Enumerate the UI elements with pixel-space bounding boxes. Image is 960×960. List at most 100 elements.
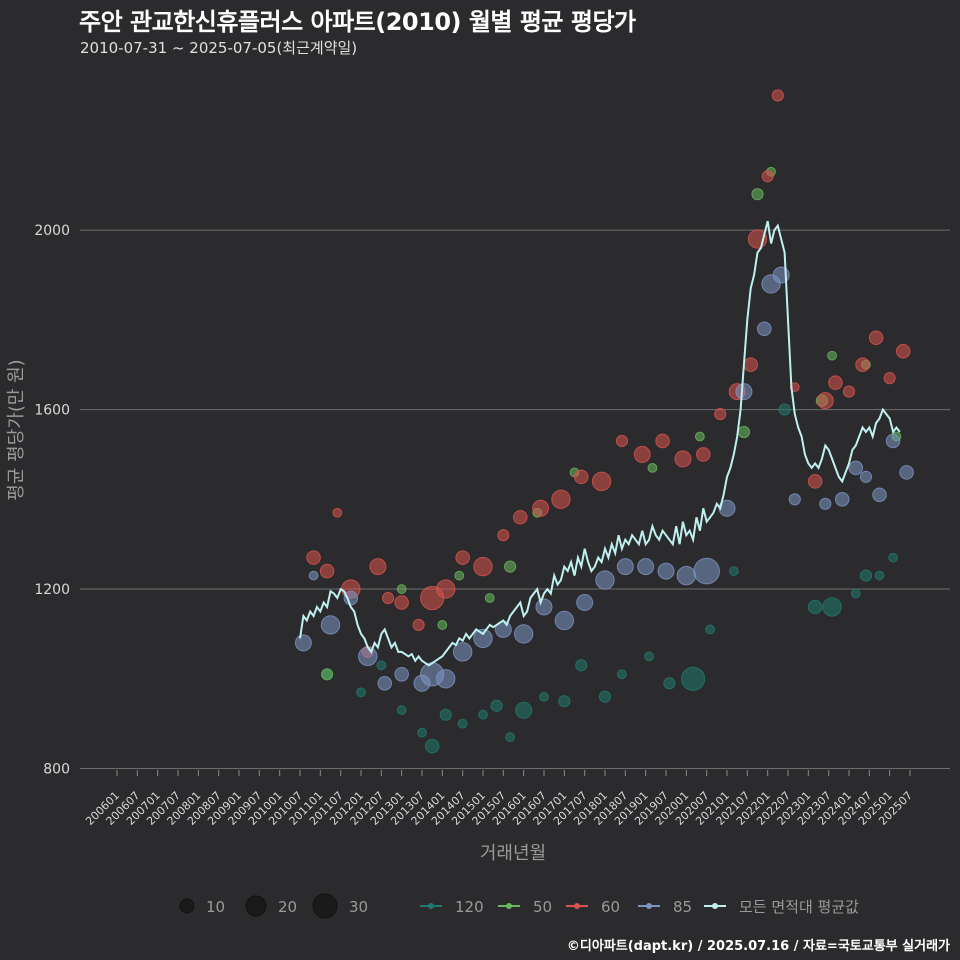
data-point-85 (693, 557, 720, 585)
data-point-60 (306, 550, 321, 565)
data-point-60 (497, 529, 510, 542)
data-point-60 (883, 372, 896, 385)
legend-series-label: 60 (601, 898, 620, 916)
data-point-60 (573, 469, 589, 485)
data-point-50 (396, 584, 407, 594)
data-point-120 (575, 659, 588, 672)
data-point-60 (412, 618, 425, 632)
data-point-50 (454, 570, 465, 581)
data-point-85 (859, 470, 873, 483)
data-point-60 (615, 434, 629, 448)
data-point-120 (778, 403, 791, 416)
legend-dot-모든 면적대 평균값 (712, 903, 718, 909)
data-point-120 (888, 552, 898, 563)
data-point-120 (457, 718, 468, 729)
data-point-50 (694, 431, 705, 442)
data-point-120 (705, 624, 715, 635)
data-point-120 (424, 738, 440, 754)
y-axis-ticks: 800 1200 1600 2000 (34, 223, 70, 777)
data-point-85 (676, 565, 697, 586)
data-point-50 (827, 350, 837, 361)
data-point-120 (807, 599, 823, 615)
data-point-50 (437, 620, 448, 630)
data-point-120 (515, 701, 533, 719)
legend-dot-120 (428, 903, 434, 909)
data-point-120 (728, 566, 739, 577)
data-point-50 (751, 188, 764, 201)
data-point-60 (695, 447, 711, 462)
data-point-60 (436, 579, 456, 599)
data-point-60 (714, 407, 727, 421)
chart-subtitle: 2010-07-31 ~ 2025-07-05(최근계약일) (80, 39, 358, 57)
x-axis-title: 거래년월 (480, 843, 546, 864)
data-point-120 (396, 705, 407, 716)
y-tick-label: 800 (43, 762, 70, 778)
data-point-120 (617, 669, 627, 680)
data-point-120 (850, 588, 861, 599)
data-point-50 (737, 425, 751, 439)
data-point-120 (663, 677, 676, 690)
data-point-120 (874, 570, 885, 581)
data-point-60 (473, 556, 493, 577)
data-point-85 (358, 646, 378, 667)
average-line (299, 220, 901, 667)
chart-title: 주안 관교한신휴플러스 아파트(2010) 월별 평균 평당가 (79, 8, 636, 36)
data-point-120 (644, 651, 654, 662)
data-point-60 (319, 563, 335, 579)
y-tick-label: 2000 (34, 223, 70, 239)
legend-size-label: 20 (278, 898, 297, 916)
data-point-85 (834, 492, 850, 507)
data-point-60 (633, 445, 651, 463)
data-point-120 (439, 708, 452, 721)
data-point-50 (484, 593, 495, 603)
data-point-60 (761, 170, 774, 183)
grid-lines (80, 229, 950, 770)
data-point-60 (828, 375, 843, 390)
data-point-60 (332, 507, 343, 518)
data-point-120 (859, 569, 873, 582)
legend-dot-50 (506, 903, 512, 909)
data-point-120 (598, 690, 612, 703)
data-point-85 (819, 497, 832, 510)
data-point-85 (294, 634, 312, 652)
data-point-85 (637, 558, 655, 576)
data-point-85 (657, 562, 675, 580)
average-line-group (299, 220, 901, 667)
data-point-50 (321, 668, 334, 681)
data-point-85 (872, 487, 887, 503)
data-point-50 (504, 560, 517, 573)
y-axis-title: 평균 평당가(만 원) (6, 359, 27, 500)
data-point-85 (394, 667, 409, 682)
data-point-120 (490, 699, 503, 712)
data-point-60 (512, 509, 528, 525)
data-point-85 (554, 610, 575, 631)
data-point-85 (377, 675, 393, 691)
legend-series-label: 85 (673, 898, 692, 916)
data-point-120 (539, 691, 549, 702)
data-point-85 (436, 669, 456, 689)
data-point-85 (513, 624, 534, 644)
data-point-85 (576, 594, 594, 612)
legend: 10 20 30 120 50 60 85 모든 면적대 평균값 (179, 893, 859, 919)
data-point-60 (855, 357, 870, 372)
data-point-120 (558, 695, 571, 708)
data-point-60 (743, 357, 759, 372)
data-point-85 (320, 615, 341, 635)
legend-series-label: 50 (533, 898, 552, 916)
data-point-120 (478, 709, 488, 720)
x-axis-ticks: 2006012006072007012007072008012008072009… (83, 770, 915, 828)
data-point-60 (394, 595, 409, 610)
data-point-85 (452, 642, 473, 662)
data-point-60 (674, 450, 692, 468)
data-point-85 (899, 465, 914, 480)
data-point-120 (356, 687, 366, 698)
legend-size-30 (312, 893, 338, 919)
data-point-85 (473, 628, 493, 649)
data-point-60 (532, 499, 550, 517)
data-point-85 (756, 321, 772, 337)
data-point-60 (807, 474, 823, 489)
data-point-60 (382, 591, 395, 605)
data-point-85 (308, 570, 319, 581)
source-caption: ©디아파트(dapt.kr) / 2025.07.16 / 자료=국토교통부 실… (566, 939, 950, 954)
